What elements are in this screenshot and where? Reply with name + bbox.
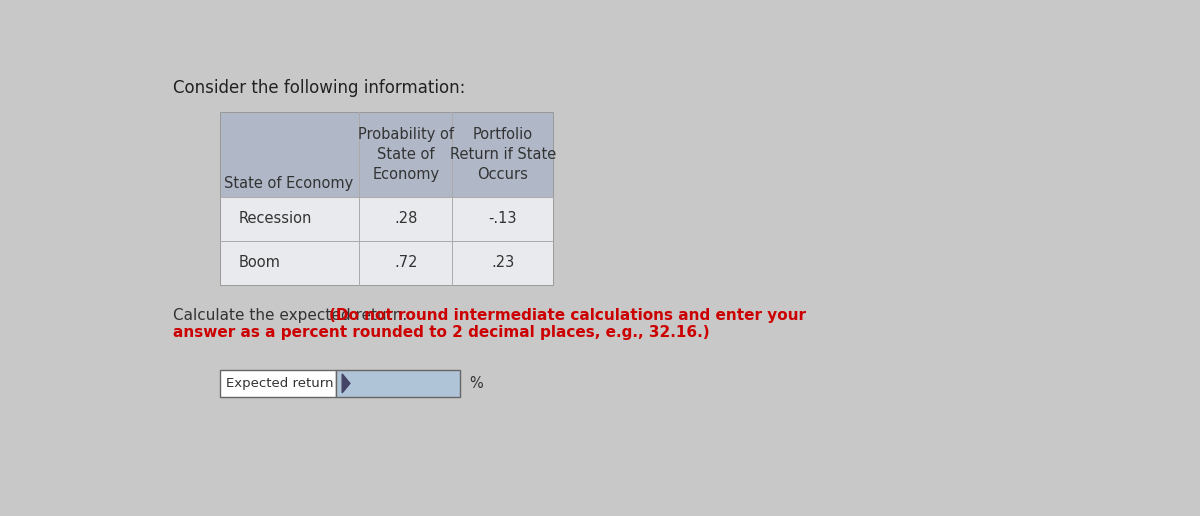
Bar xyxy=(220,370,336,397)
Text: Calculate the expected return.: Calculate the expected return. xyxy=(173,309,413,324)
Text: Portfolio
Return if State
Occurs: Portfolio Return if State Occurs xyxy=(450,127,556,182)
Text: .72: .72 xyxy=(394,255,418,270)
Text: State of Economy: State of Economy xyxy=(223,175,353,190)
Text: .28: .28 xyxy=(394,211,418,225)
Bar xyxy=(336,370,460,397)
Text: Expected return: Expected return xyxy=(226,377,334,390)
Polygon shape xyxy=(342,374,350,393)
Text: .23: .23 xyxy=(491,255,515,270)
Text: Probability of
State of
Economy: Probability of State of Economy xyxy=(358,127,454,182)
Text: Consider the following information:: Consider the following information: xyxy=(173,79,466,97)
Text: -.13: -.13 xyxy=(488,211,517,225)
Text: answer as a percent rounded to 2 decimal places, e.g., 32.16.): answer as a percent rounded to 2 decimal… xyxy=(173,325,710,340)
Text: Boom: Boom xyxy=(239,255,281,270)
Text: %: % xyxy=(469,376,484,391)
Text: (Do not round intermediate calculations and enter your: (Do not round intermediate calculations … xyxy=(330,309,806,324)
Text: Recession: Recession xyxy=(239,211,312,225)
